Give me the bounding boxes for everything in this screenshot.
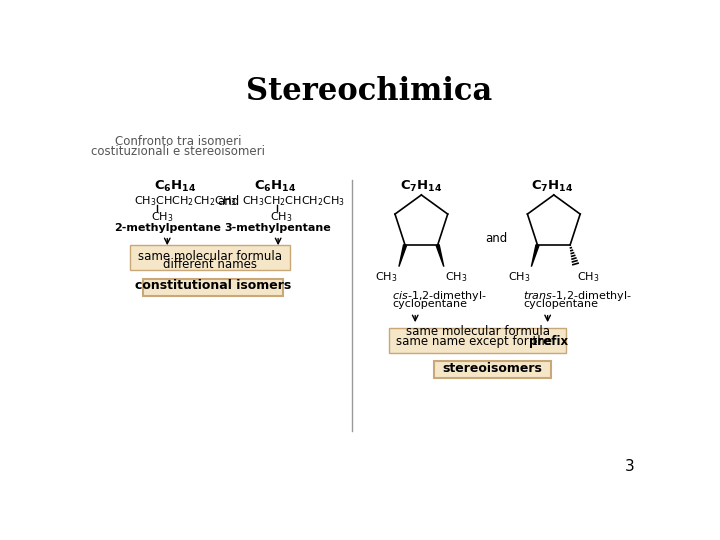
Text: costituzionali e stereoisomeri: costituzionali e stereoisomeri: [91, 145, 265, 158]
Text: $\it{cis}$-1,2-dimethyl-: $\it{cis}$-1,2-dimethyl-: [392, 289, 487, 303]
Text: $\mathbf{C_6H_{14}}$: $\mathbf{C_6H_{14}}$: [154, 179, 196, 194]
Text: 3-methylpentane: 3-methylpentane: [225, 223, 331, 233]
Text: same molecular formula: same molecular formula: [405, 326, 549, 339]
Text: cyclopentane: cyclopentane: [523, 299, 598, 309]
Text: different names: different names: [163, 259, 257, 272]
Text: cyclopentane: cyclopentane: [392, 299, 467, 309]
FancyBboxPatch shape: [389, 328, 566, 353]
Text: stereoisomers: stereoisomers: [442, 362, 542, 375]
Polygon shape: [531, 245, 539, 267]
Text: $\mathrm{CH_3}$: $\mathrm{CH_3}$: [375, 269, 398, 284]
Text: $\mathrm{CH_3}$: $\mathrm{CH_3}$: [445, 269, 467, 284]
FancyBboxPatch shape: [130, 245, 290, 269]
Text: Stereochimica: Stereochimica: [246, 76, 492, 107]
Text: 3: 3: [624, 459, 634, 474]
Text: $\mathrm{CH_3}$: $\mathrm{CH_3}$: [271, 211, 293, 224]
Text: $\mathrm{CH_3CHCH_2CH_2CH_3}$: $\mathrm{CH_3CHCH_2CH_2CH_3}$: [134, 194, 238, 208]
Text: and: and: [217, 194, 240, 207]
Polygon shape: [399, 245, 407, 267]
Text: Confronto tra isomeri: Confronto tra isomeri: [114, 136, 241, 148]
Text: same molecular formula: same molecular formula: [138, 250, 282, 263]
Text: 2-methylpentane: 2-methylpentane: [114, 223, 221, 233]
Text: $\mathbf{C_7H_{14}}$: $\mathbf{C_7H_{14}}$: [531, 179, 573, 194]
FancyBboxPatch shape: [433, 361, 551, 378]
Text: $\bf{\it{trans}}$-1,2-dimethyl-: $\bf{\it{trans}}$-1,2-dimethyl-: [523, 289, 631, 303]
Text: $\mathrm{CH_3}$: $\mathrm{CH_3}$: [151, 211, 174, 224]
Text: $\mathrm{CH_3}$: $\mathrm{CH_3}$: [508, 269, 530, 284]
Text: constitutional isomers: constitutional isomers: [135, 279, 291, 292]
Text: $\mathbf{C_7H_{14}}$: $\mathbf{C_7H_{14}}$: [400, 179, 443, 194]
Text: $\mathbf{C_6H_{14}}$: $\mathbf{C_6H_{14}}$: [254, 179, 296, 194]
FancyBboxPatch shape: [143, 279, 283, 296]
Polygon shape: [436, 245, 444, 267]
Text: $\mathrm{CH_3}$: $\mathrm{CH_3}$: [577, 269, 600, 284]
Text: prefix: prefix: [529, 335, 568, 348]
Text: and: and: [485, 232, 507, 245]
Text: same name except for the: same name except for the: [396, 335, 556, 348]
Text: $\mathrm{CH_3CH_2CHCH_2CH_3}$: $\mathrm{CH_3CH_2CHCH_2CH_3}$: [242, 194, 345, 208]
